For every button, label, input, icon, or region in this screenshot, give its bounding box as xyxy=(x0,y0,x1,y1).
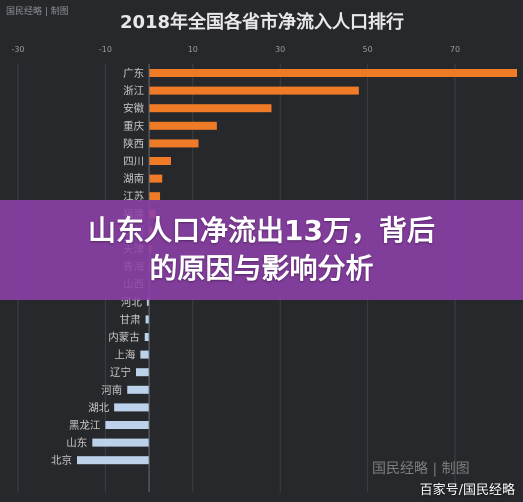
bar-6 xyxy=(149,174,163,183)
chart-watermark: 国民经略 | 制图 xyxy=(372,461,470,477)
x-tick-labels: -30 -10 10 30 50 70 xyxy=(11,45,460,54)
category-label: 浙江 xyxy=(123,85,144,97)
category-label: 北京 xyxy=(51,454,72,467)
bar-1 xyxy=(149,86,359,95)
bar-15 xyxy=(144,333,150,341)
category-label: 湖北 xyxy=(88,402,109,414)
category-label: 上海 xyxy=(114,348,135,361)
headline-line-2: 的原因与影响分析 xyxy=(149,252,374,285)
category-label: 河南 xyxy=(101,383,122,396)
bar-17 xyxy=(135,368,150,377)
bar-20 xyxy=(105,421,150,429)
category-label: 黑龙江 xyxy=(69,419,101,432)
corner-source-label: 国民经略 | 制图 xyxy=(6,7,69,17)
category-label: 山东 xyxy=(66,436,87,449)
category-label: 广东 xyxy=(123,67,144,80)
x-tick-label: -30 xyxy=(11,45,24,54)
category-label: 辽宁 xyxy=(110,366,131,379)
bar-19 xyxy=(114,403,150,412)
bar-18 xyxy=(127,385,150,394)
category-label: 内蒙古 xyxy=(108,331,140,344)
category-label: 甘肃 xyxy=(120,313,141,326)
bar-7 xyxy=(149,192,161,201)
bar-13 xyxy=(146,297,150,306)
category-label: 陕西 xyxy=(123,137,144,150)
category-label: 重庆 xyxy=(123,119,144,132)
x-tick-label: 30 xyxy=(275,45,285,54)
bar-5 xyxy=(149,157,171,165)
x-tick-label: 50 xyxy=(363,45,373,54)
bar-21 xyxy=(92,438,150,447)
bar-0 xyxy=(149,69,518,77)
bar-14 xyxy=(145,315,150,324)
x-tick-label: 70 xyxy=(450,45,460,54)
bar-3 xyxy=(149,121,217,130)
bar-16 xyxy=(140,350,150,359)
x-tick-label: 10 xyxy=(188,45,198,54)
category-label: 湖南 xyxy=(123,172,144,185)
category-label: 江苏 xyxy=(123,190,144,203)
category-label: 安徽 xyxy=(123,102,144,115)
category-label: 四川 xyxy=(123,156,144,168)
platform-watermark: 百家号/国民经略 xyxy=(419,483,515,498)
headline-banner: 山东人口净流出13万，背后 的原因与影响分析 xyxy=(0,200,523,300)
headline-line-1: 山东人口净流出13万，背后 xyxy=(88,214,435,247)
x-tick-label: -10 xyxy=(99,45,112,54)
chart-title: 2018年全国各省市净流入人口排行 xyxy=(120,11,404,33)
bar-22 xyxy=(76,456,150,465)
bar-2 xyxy=(149,104,272,113)
bar-4 xyxy=(149,139,199,148)
